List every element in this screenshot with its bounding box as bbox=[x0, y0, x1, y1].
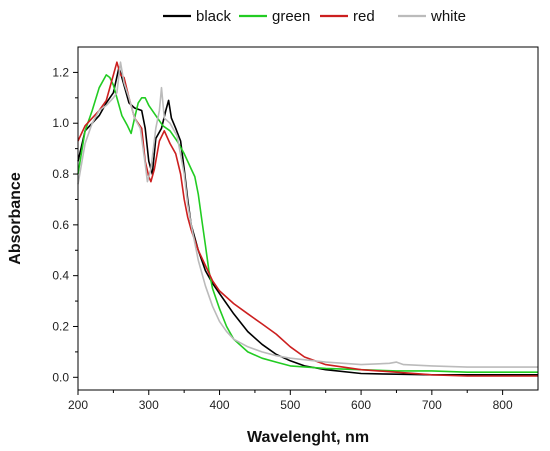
y-tick-label: 0.0 bbox=[52, 370, 69, 384]
legend-label-black: black bbox=[196, 8, 232, 25]
legend-label-white: white bbox=[430, 8, 466, 25]
x-tick-label: 500 bbox=[280, 398, 300, 412]
y-axis-title: Absorbance bbox=[7, 172, 24, 265]
x-tick-label: 600 bbox=[351, 398, 371, 412]
y-tick-label: 0.4 bbox=[52, 269, 69, 283]
plot-frame bbox=[77, 46, 539, 391]
x-tick-label: 200 bbox=[68, 398, 88, 412]
legend-label-red: red bbox=[353, 8, 375, 25]
series-line-green bbox=[77, 74, 538, 373]
y-tick-label: 0.8 bbox=[52, 167, 69, 181]
series-layer bbox=[77, 61, 538, 377]
series-line-white bbox=[77, 61, 538, 368]
y-tick-label: 0.2 bbox=[52, 319, 69, 333]
x-tick-label: 700 bbox=[422, 398, 442, 412]
x-tick-label: 300 bbox=[139, 398, 159, 412]
series-line-black bbox=[77, 66, 538, 376]
legend: black green red white bbox=[163, 8, 466, 25]
x-axis-ticks: 200 300 400 500 600 700 800 bbox=[68, 390, 513, 412]
y-tick-label: 0.6 bbox=[52, 218, 69, 232]
x-tick-label: 400 bbox=[210, 398, 230, 412]
y-tick-label: 1.2 bbox=[52, 65, 69, 79]
y-axis-ticks: 0.0 0.2 0.4 0.6 0.8 1.0 1.2 bbox=[52, 65, 78, 384]
y-tick-label: 1.0 bbox=[52, 116, 69, 130]
x-axis-title: Wavelenght, nm bbox=[247, 429, 369, 446]
legend-label-green: green bbox=[272, 8, 310, 25]
x-tick-label: 800 bbox=[493, 398, 513, 412]
series-line-red bbox=[77, 61, 538, 377]
